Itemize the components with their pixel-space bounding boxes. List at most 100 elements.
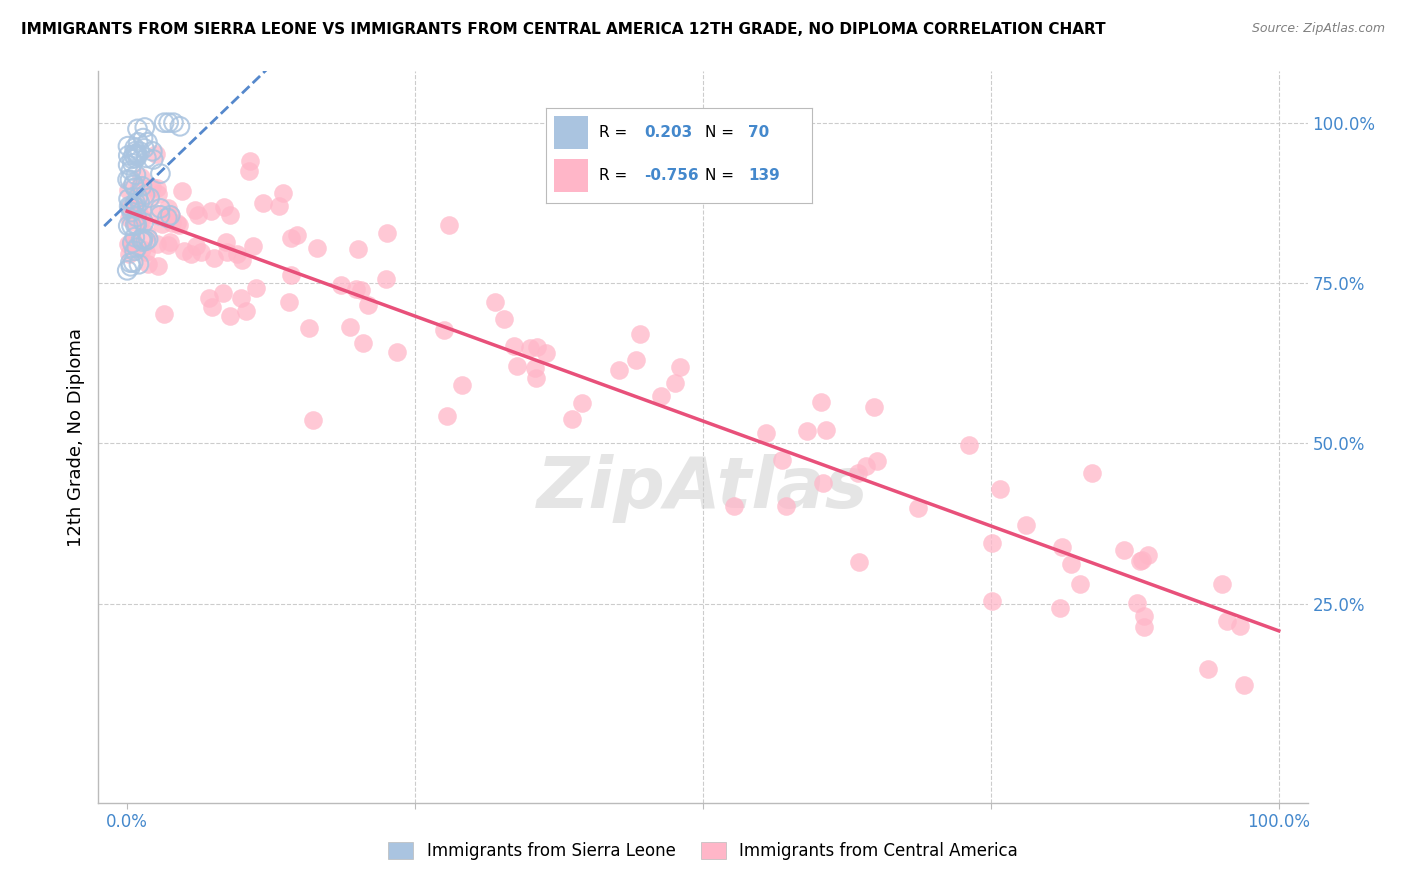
Point bbox=[125, 144, 148, 158]
Point bbox=[141, 180, 163, 194]
Point bbox=[120, 199, 142, 213]
Point bbox=[117, 236, 139, 251]
Point bbox=[375, 272, 398, 286]
Point bbox=[125, 200, 148, 214]
Point bbox=[122, 255, 145, 269]
Point bbox=[1081, 467, 1104, 481]
Point bbox=[344, 282, 367, 296]
Point bbox=[146, 180, 169, 194]
Point bbox=[526, 340, 548, 354]
Point bbox=[134, 120, 156, 135]
Point bbox=[157, 116, 180, 130]
Point bbox=[624, 353, 647, 368]
Point bbox=[128, 145, 150, 159]
Point bbox=[169, 120, 191, 134]
Point bbox=[200, 203, 222, 218]
Point bbox=[238, 164, 260, 178]
Legend: Immigrants from Sierra Leone, Immigrants from Central America: Immigrants from Sierra Leone, Immigrants… bbox=[388, 842, 1018, 860]
Point bbox=[127, 136, 149, 150]
Point bbox=[775, 499, 797, 513]
Point bbox=[127, 149, 149, 163]
Point bbox=[1015, 518, 1038, 533]
Point bbox=[157, 211, 180, 226]
Point bbox=[201, 300, 224, 314]
Point bbox=[118, 199, 141, 213]
Point bbox=[957, 438, 980, 452]
Point bbox=[150, 218, 173, 232]
Point bbox=[436, 409, 458, 423]
Point bbox=[120, 255, 142, 269]
Point bbox=[124, 151, 146, 165]
Point bbox=[1197, 662, 1219, 676]
Point bbox=[988, 482, 1011, 496]
Point bbox=[125, 210, 148, 224]
Point bbox=[132, 216, 155, 230]
Point bbox=[125, 146, 148, 161]
Point bbox=[124, 180, 146, 194]
Point bbox=[125, 168, 148, 182]
Point bbox=[121, 152, 143, 166]
Point bbox=[1049, 601, 1071, 615]
Point bbox=[229, 291, 252, 305]
Point bbox=[211, 286, 233, 301]
Point bbox=[146, 186, 169, 201]
Point bbox=[135, 245, 157, 260]
Point bbox=[146, 237, 169, 252]
Point bbox=[124, 141, 146, 155]
Point bbox=[117, 158, 139, 172]
Point bbox=[159, 208, 181, 222]
Point bbox=[350, 284, 373, 298]
Point bbox=[329, 278, 352, 293]
Point bbox=[142, 153, 165, 167]
Point bbox=[160, 208, 183, 222]
Point bbox=[132, 232, 155, 246]
Point bbox=[664, 376, 686, 391]
Point bbox=[301, 413, 323, 427]
Point bbox=[242, 239, 264, 253]
Point bbox=[1050, 540, 1073, 554]
Point bbox=[190, 245, 212, 260]
Point bbox=[239, 154, 262, 169]
Point bbox=[153, 307, 176, 321]
Point bbox=[212, 201, 235, 215]
Point bbox=[219, 208, 242, 222]
Point bbox=[524, 360, 547, 375]
Point bbox=[385, 345, 408, 359]
Point bbox=[285, 228, 308, 243]
Point bbox=[755, 425, 778, 440]
Point bbox=[124, 218, 146, 232]
Point bbox=[245, 281, 267, 295]
Point bbox=[855, 459, 877, 474]
Point bbox=[127, 202, 149, 217]
Point bbox=[450, 378, 472, 392]
Point bbox=[437, 218, 460, 232]
Point bbox=[1112, 543, 1135, 558]
Point bbox=[156, 201, 179, 215]
Point bbox=[534, 345, 557, 359]
Point bbox=[132, 131, 155, 145]
Point bbox=[117, 148, 139, 162]
Point bbox=[132, 212, 155, 227]
Point bbox=[202, 252, 225, 266]
Point bbox=[136, 136, 159, 150]
Point bbox=[796, 424, 818, 438]
Point bbox=[122, 148, 145, 162]
Point bbox=[138, 191, 160, 205]
Point bbox=[305, 241, 328, 255]
Point bbox=[1137, 549, 1160, 563]
Point bbox=[129, 233, 152, 247]
Point bbox=[153, 116, 176, 130]
Point bbox=[124, 244, 146, 258]
Point bbox=[131, 235, 153, 249]
Point bbox=[198, 291, 221, 305]
Point bbox=[121, 205, 143, 219]
Point bbox=[187, 209, 209, 223]
Point bbox=[1216, 614, 1239, 628]
Point bbox=[172, 184, 194, 198]
Point bbox=[131, 211, 153, 226]
Point bbox=[148, 260, 170, 274]
Point bbox=[184, 238, 207, 252]
Point bbox=[519, 341, 541, 355]
Point bbox=[121, 235, 143, 250]
Point bbox=[352, 336, 374, 351]
